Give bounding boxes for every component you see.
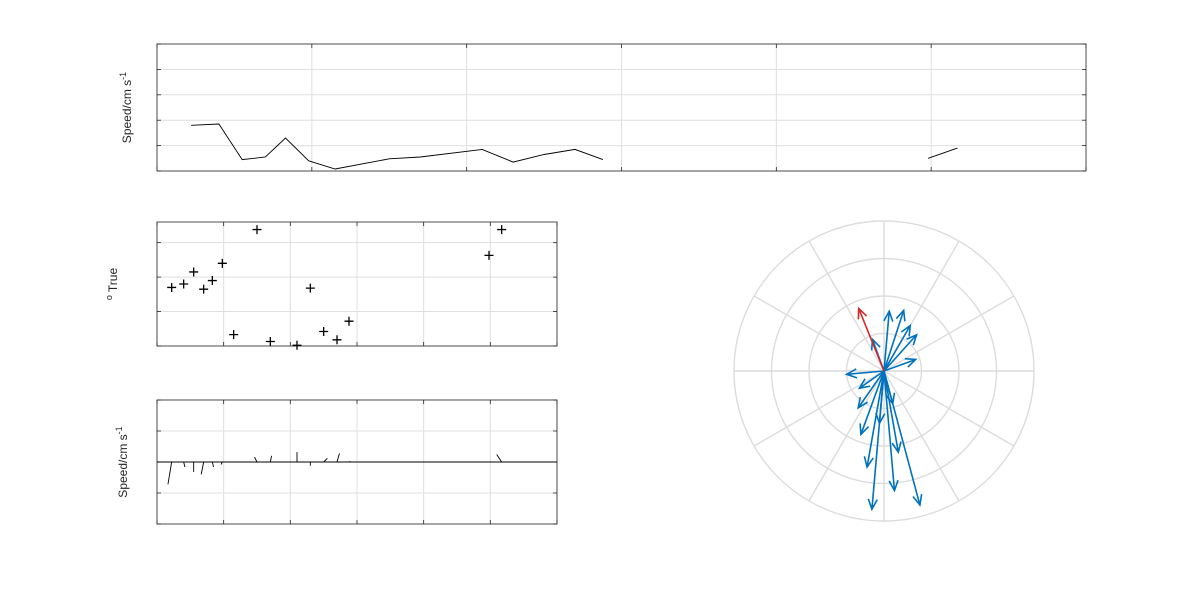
vector-arrowhead	[885, 392, 896, 406]
current-vector-arrow	[866, 370, 885, 468]
compass-spoke	[753, 295, 885, 372]
y-axis-label: o True	[104, 268, 120, 301]
current-vector-stick	[348, 460, 351, 463]
direction-point-marker	[292, 340, 302, 350]
direction-point-marker	[207, 276, 217, 286]
direction-point-marker	[332, 335, 342, 345]
current-vector-stick	[254, 456, 258, 463]
y-axis-label-exponent: -1	[118, 72, 128, 80]
current-vector-arrow	[883, 358, 916, 372]
y-axis-label-text: True	[106, 268, 120, 293]
current-vector-arrow	[883, 310, 905, 372]
current-vector-stick	[220, 461, 223, 465]
vector-arrowhead	[870, 337, 881, 351]
vector-arrowhead	[875, 412, 886, 426]
direction-point-marker	[344, 316, 354, 326]
current-vector-stick	[200, 461, 205, 475]
current-vector-stick	[269, 455, 273, 463]
current-vector-arrow	[857, 370, 885, 409]
y-axis-label-text: Speed/cm s	[116, 434, 130, 497]
direction-point-marker	[497, 225, 507, 235]
direction-point-marker	[252, 225, 262, 235]
current-vector-arrow	[883, 311, 891, 372]
vector-arrowhead	[904, 357, 918, 368]
direction-point-marker	[199, 284, 209, 294]
current-vector-arrow	[846, 370, 885, 376]
compass-plot-panel	[733, 220, 1035, 522]
current-vector-stick	[323, 457, 328, 463]
direction-point-marker	[319, 327, 329, 337]
vector-arrowhead	[863, 456, 874, 469]
current-vector-stick	[336, 453, 340, 463]
current-vector-arrow	[878, 370, 885, 424]
vector-arrowhead	[857, 306, 868, 320]
y-axis-label: Speed/cm s-1	[114, 426, 130, 497]
current-vector-arrow	[883, 370, 900, 453]
speed-timeseries-panel: Speed/cm s-1	[118, 43, 1087, 172]
speed-series-line	[191, 123, 604, 170]
y-axis-label-degree: o	[104, 295, 114, 300]
vector-arrowhead	[888, 479, 899, 493]
direction-point-marker	[179, 279, 189, 289]
current-vector-stick	[496, 454, 503, 463]
current-vector-arrow	[883, 334, 918, 372]
current-vector-arrow	[883, 370, 896, 491]
compass-spoke	[808, 370, 885, 502]
vector-arrowhead	[857, 396, 869, 410]
direction-point-marker	[305, 283, 315, 293]
current-vector-arrow	[857, 308, 885, 372]
current-vector-arrow	[883, 325, 911, 372]
current-vector-arrow	[860, 370, 885, 435]
direction-point-marker	[265, 337, 275, 347]
compass-spoke	[883, 370, 960, 502]
vector-arrowhead	[883, 309, 894, 322]
vector-arrowhead	[895, 308, 906, 322]
vector-arrowhead	[867, 498, 878, 512]
vector-arrowhead	[844, 368, 858, 379]
current-vector-stick	[183, 461, 186, 468]
vector-arrowhead	[857, 378, 871, 390]
current-vector-stick	[211, 461, 215, 468]
current-vector-stick	[167, 461, 173, 485]
vector-arrowhead	[900, 323, 912, 337]
current-vectors-panel: Speed/cm s-1	[114, 399, 558, 525]
direction-scatter-panel: o True	[104, 221, 558, 350]
direction-point-marker	[217, 258, 227, 268]
direction-point-marker	[167, 282, 177, 292]
y-axis-label-exponent: -1	[114, 426, 124, 434]
y-axis-label: Speed/cm s-1	[118, 72, 134, 143]
vector-arrowhead	[912, 494, 923, 507]
speed-series-line	[927, 147, 958, 159]
direction-point-marker	[229, 330, 239, 340]
vector-arrowhead	[891, 441, 902, 455]
direction-point-marker	[484, 250, 494, 260]
compass-spoke	[883, 370, 1015, 447]
vector-arrowhead	[906, 333, 918, 346]
direction-point-marker	[189, 267, 199, 277]
vector-arrowhead	[859, 423, 870, 437]
current-vector-arrow	[883, 370, 894, 404]
y-axis-label-text: Speed/cm s	[120, 80, 134, 143]
current-vector-arrow	[858, 370, 885, 389]
